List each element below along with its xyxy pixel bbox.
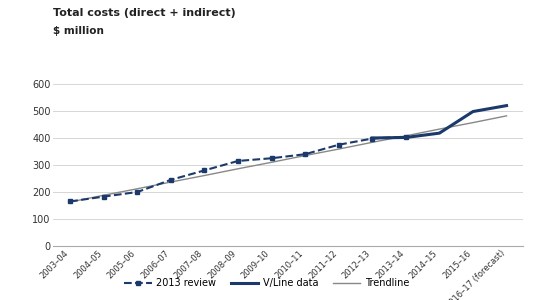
Text: $ million: $ million (53, 26, 104, 35)
Text: Total costs (direct + indirect): Total costs (direct + indirect) (53, 8, 236, 17)
Legend: 2013 review, V/Line data, Trendline: 2013 review, V/Line data, Trendline (121, 274, 413, 292)
